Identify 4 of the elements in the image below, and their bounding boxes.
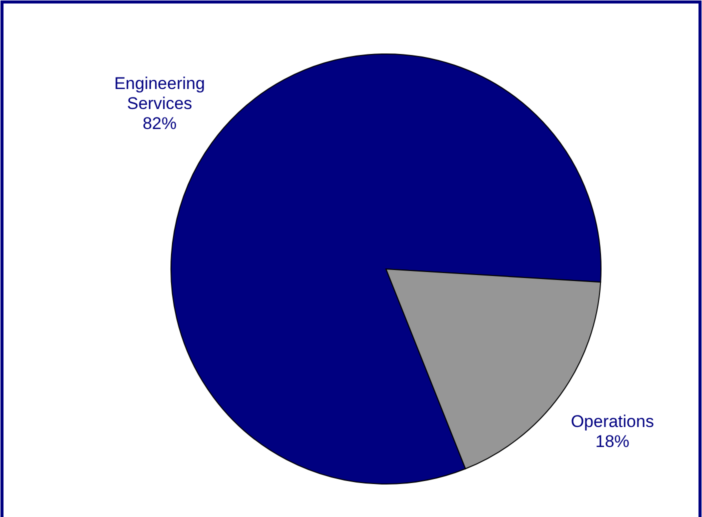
data-label: 82% [142, 114, 177, 134]
data-label: 18% [595, 432, 630, 452]
slice-label: Engineering Services [114, 74, 205, 114]
slice-label: Operations [570, 412, 654, 432]
